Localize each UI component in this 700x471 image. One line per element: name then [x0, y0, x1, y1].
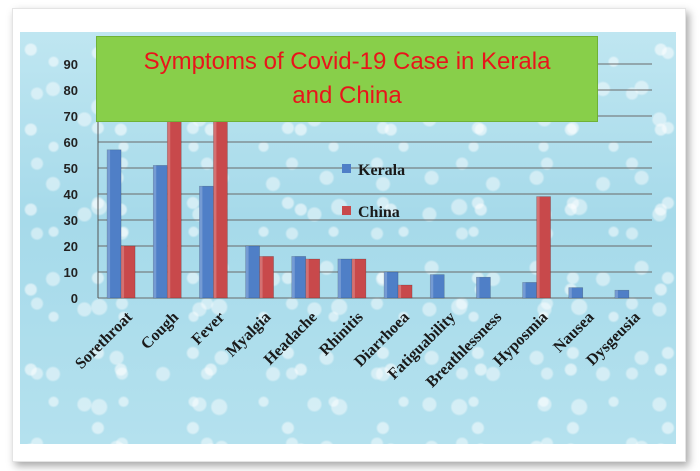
bar-highlight — [153, 165, 157, 298]
y-tick-label: 40 — [64, 187, 78, 202]
y-tick-label: 0 — [71, 291, 78, 306]
bar-china-sorethroat — [120, 245, 136, 299]
bar-highlight — [305, 259, 309, 298]
y-tick-label: 90 — [64, 57, 78, 72]
y-tick-label: 30 — [64, 213, 78, 228]
x-axis-tick-labels: Sorethroat Cough FeverMyalgiaHeadacheRhini… — [72, 308, 644, 391]
y-tick-label: 60 — [64, 135, 78, 150]
legend: Kerala China — [342, 162, 405, 221]
bar-kerala-nausea — [568, 287, 584, 299]
bar-highlight — [291, 256, 295, 298]
bar-highlight — [522, 282, 526, 298]
bar-china-myalgia — [259, 256, 274, 299]
bar-highlight — [107, 149, 111, 298]
chart-title-line-1: Symptoms of Covid-19 Case in Kerala — [143, 48, 551, 75]
y-tick-label: 20 — [64, 239, 78, 254]
bar-highlight — [245, 246, 249, 298]
x-tick-label: Cough — [138, 309, 182, 353]
bar-highlight — [199, 186, 203, 298]
bar-kerala-dysgeusia — [614, 289, 630, 299]
bar-highlight — [536, 196, 540, 298]
legend-label: Kerala — [358, 162, 405, 179]
bar-highlight — [476, 277, 480, 298]
legend-swatch — [342, 164, 351, 173]
chart-title: Symptoms of Covid-19 Case in Kerala and … — [96, 36, 598, 122]
bar-highlight — [121, 246, 125, 298]
chart-title-line-2: and China — [292, 82, 402, 109]
y-tick-label: 50 — [64, 161, 78, 176]
bar-kerala-myalgia — [245, 245, 260, 299]
legend-label: China — [358, 204, 400, 221]
bar-kerala-breathlessness — [476, 276, 491, 299]
bar-china-hyposmia — [536, 196, 551, 299]
bar-highlight — [351, 259, 355, 298]
bar-china-diarrhoea — [397, 284, 413, 299]
y-axis-tick-labels: 0 10 20 30 40 50 60 70 80 90 — [64, 57, 78, 306]
y-tick-label: 70 — [64, 109, 78, 124]
bars — [106, 115, 630, 299]
bar-highlight — [398, 285, 402, 298]
legend-swatch — [342, 206, 351, 215]
bar-highlight — [614, 290, 618, 298]
bar-china-headache — [305, 258, 321, 299]
bar-highlight — [568, 287, 572, 298]
bar-china-rhinitis — [351, 258, 367, 299]
bar-kerala-fatiguability — [429, 274, 445, 299]
bar-highlight — [430, 274, 434, 298]
y-tick-label: 10 — [64, 265, 78, 280]
bar-highlight — [259, 256, 263, 298]
bar-highlight — [213, 116, 217, 298]
x-tick-label: Sorethroat — [72, 308, 136, 372]
x-tick-label: Fever — [189, 309, 229, 349]
bar-highlight — [337, 259, 341, 298]
bar-highlight — [167, 116, 171, 298]
y-tick-label: 80 — [64, 83, 78, 98]
bar-highlight — [384, 272, 388, 298]
bar-kerala-sorethroat — [106, 149, 122, 299]
